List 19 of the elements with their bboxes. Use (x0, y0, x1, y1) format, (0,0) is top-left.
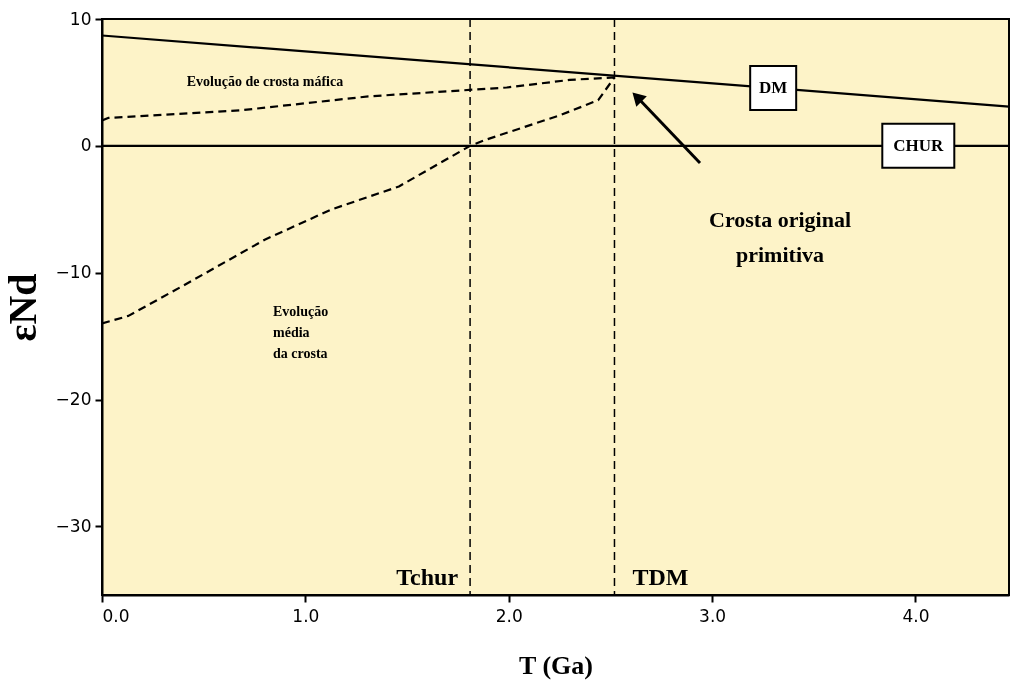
x-tick-label: 1.0 (292, 605, 320, 626)
x-tick-label: 2.0 (495, 605, 523, 626)
x-tick-label: 4.0 (902, 605, 930, 626)
x-tick-label: 3.0 (699, 605, 727, 626)
ref-line-label: TDM (632, 564, 689, 590)
y-tick-label: 0 (80, 135, 92, 156)
annotation: Crosta original primitiva (709, 207, 851, 268)
series-label: CHUR (893, 135, 945, 155)
annotation: Evolução de crosta máfica (186, 74, 344, 89)
y-tick-label: −10 (55, 262, 92, 283)
series-label: DM (759, 78, 788, 98)
y-tick-label: 10 (69, 8, 92, 29)
ref-line-label: Tchur (396, 564, 459, 590)
annotation: Evolução média da crosta (273, 304, 329, 361)
y-tick-label: −20 (55, 389, 92, 410)
x-tick-label: 0.0 (102, 605, 130, 626)
x-axis-title: T (Ga) (519, 650, 593, 680)
y-axis-title: εNd (0, 273, 45, 342)
y-tick-label: −30 (55, 515, 92, 536)
